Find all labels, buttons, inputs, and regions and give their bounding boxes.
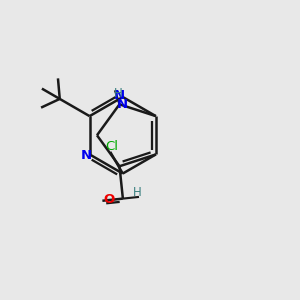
Text: N: N bbox=[114, 89, 125, 102]
Text: N: N bbox=[80, 149, 92, 162]
Text: H: H bbox=[114, 87, 123, 100]
Text: H: H bbox=[133, 186, 142, 199]
Text: Cl: Cl bbox=[105, 140, 118, 153]
Text: O: O bbox=[103, 193, 115, 206]
Text: N: N bbox=[116, 98, 128, 111]
